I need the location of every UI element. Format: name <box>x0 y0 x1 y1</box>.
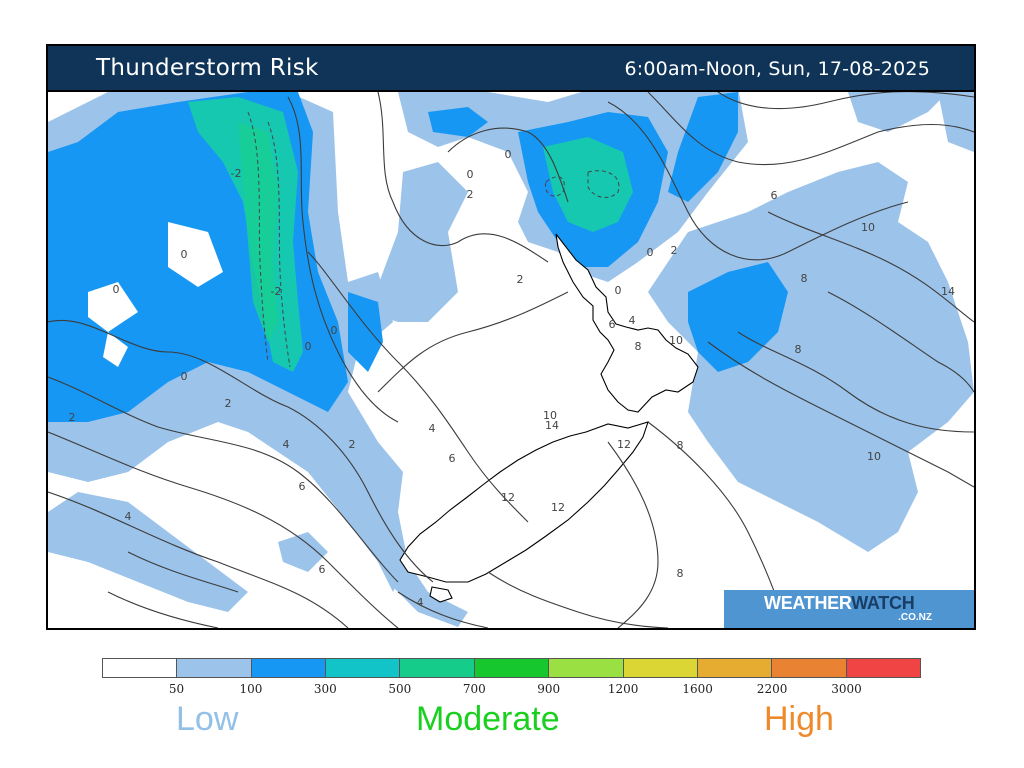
weatherwatch-logo[interactable]: WEATHERWATCH .CO.NZ <box>724 590 974 628</box>
thunderstorm-risk-map: -2 -2 0 0 0 0 0 0 0 0 0 2 2 2 2 2 2 4 4 … <box>48 92 974 628</box>
contour-label: 6 <box>449 452 456 465</box>
contour-label: 12 <box>501 491 515 504</box>
contour-label: 0 <box>331 324 338 337</box>
risk-green-shading <box>238 122 278 342</box>
scale-swatch <box>326 659 401 677</box>
scale-swatch <box>103 659 178 677</box>
contour-label: 0 <box>181 370 188 383</box>
scale-swatch <box>549 659 624 677</box>
contour-label: 2 <box>225 397 232 410</box>
contour-label: 12 <box>617 438 631 451</box>
scale-tick-label: 700 <box>462 682 486 696</box>
contour-label: 2 <box>517 273 524 286</box>
contour-label: 14 <box>941 285 955 298</box>
scale-swatch <box>772 659 847 677</box>
scale-swatch <box>474 659 550 677</box>
map-panel: Thunderstorm Risk 6:00am-Noon, Sun, 17-0… <box>46 44 976 630</box>
logo-text-watch: WATCH <box>851 593 915 613</box>
contour-label: 4 <box>283 438 290 451</box>
contour-value-labels: -2 -2 0 0 0 0 0 0 0 0 0 2 2 2 2 2 2 4 4 … <box>69 148 956 625</box>
contour-label: 4 <box>417 596 424 609</box>
contour-label: 2 <box>349 438 356 451</box>
scale-swatch <box>697 659 773 677</box>
scale-swatch <box>177 659 252 677</box>
map-title: Thunderstorm Risk <box>96 55 319 81</box>
contour-label: -2 <box>271 285 282 298</box>
valid-time: 6:00am-Noon, Sun, 17-08-2025 <box>624 58 930 80</box>
contour-label: 4 <box>125 510 132 523</box>
contour-label: 4 <box>429 422 436 435</box>
contour-label: -2 <box>231 167 242 180</box>
scale-tick-label: 3000 <box>831 682 862 696</box>
scale-tick-label: 50 <box>168 682 185 696</box>
contour-label: 8 <box>795 343 802 356</box>
contour-label: 8 <box>677 567 684 580</box>
moderate-label: Moderate <box>416 700 560 738</box>
scale-tick-label: 500 <box>388 682 412 696</box>
contour-label: 2 <box>671 244 678 257</box>
new-zealand-coastline <box>399 233 699 603</box>
contour-label: 2 <box>69 411 76 424</box>
logo-text-weather: WEATHER <box>764 593 852 613</box>
contour-label: 0 <box>615 284 622 297</box>
contour-lines <box>48 92 974 628</box>
contour-label: 10 <box>669 334 683 347</box>
contour-label: 0 <box>113 283 120 296</box>
contour-label: 6 <box>609 318 616 331</box>
contour-label: 10 <box>867 450 881 463</box>
contour-label: 6 <box>319 563 326 576</box>
contour-label: 8 <box>677 439 684 452</box>
scale-tick-label: 100 <box>239 682 263 696</box>
low-label: Low <box>176 700 239 738</box>
contour-label: 8 <box>801 272 808 285</box>
contour-label: 6 <box>771 189 778 202</box>
scale-swatch <box>251 659 327 677</box>
contour-label: 14 <box>545 419 559 432</box>
contour-label: 2 <box>467 188 474 201</box>
scale-tick-label: 1600 <box>682 682 713 696</box>
contour-label: 6 <box>299 480 306 493</box>
risk-free-holes <box>88 222 223 367</box>
contour-label: 0 <box>181 248 188 261</box>
contour-label: 0 <box>647 246 654 259</box>
scale-tick-label: 900 <box>537 682 561 696</box>
negative-contour-lines <box>247 111 620 368</box>
contour-label: 10 <box>861 221 875 234</box>
contour-label: 8 <box>635 340 642 353</box>
scale-swatch <box>846 659 920 677</box>
high-label: High <box>764 700 834 738</box>
scale-tick-label: 2200 <box>756 682 788 696</box>
logo-wordmark: WEATHERWATCH <box>764 593 915 614</box>
contour-label: 0 <box>305 340 312 353</box>
contour-label: 10 <box>543 409 557 422</box>
logo-domain: .CO.NZ <box>898 612 932 623</box>
risk-color-scale <box>102 658 921 678</box>
scale-swatch <box>400 659 475 677</box>
contour-label: 0 <box>467 168 474 181</box>
contour-label: 4 <box>629 314 636 327</box>
contour-label: 0 <box>505 148 512 161</box>
scale-tick-label: 300 <box>313 682 337 696</box>
title-bar: Thunderstorm Risk 6:00am-Noon, Sun, 17-0… <box>48 46 974 92</box>
contour-label: 12 <box>551 501 565 514</box>
scale-swatch <box>623 659 698 677</box>
scale-tick-label: 1200 <box>607 682 639 696</box>
